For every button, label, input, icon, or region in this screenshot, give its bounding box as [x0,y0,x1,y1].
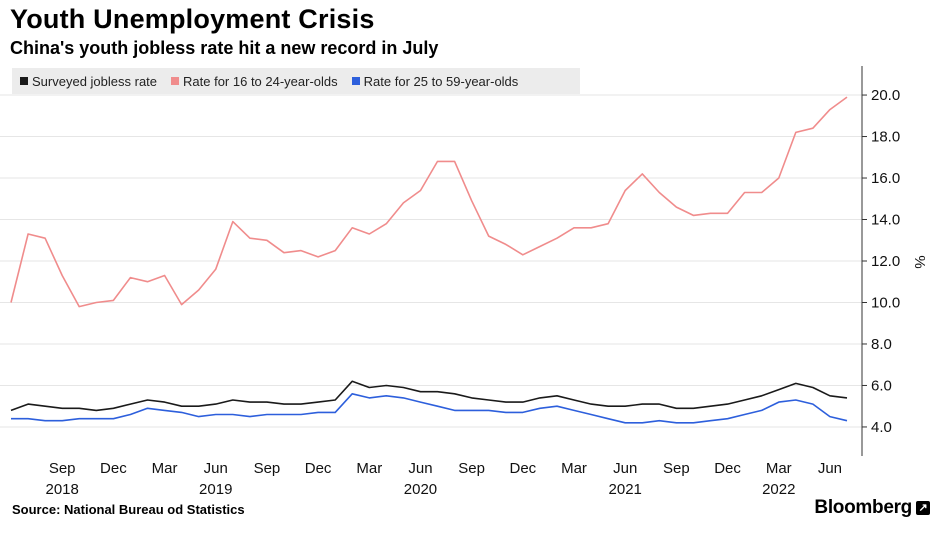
y-tick-label: 8.0 [871,336,892,353]
x-tick-label: Dec [714,460,741,477]
series-line-2 [11,393,848,424]
y-tick-label: 18.0 [871,129,900,146]
x-year-label: 2021 [609,481,642,498]
series-line-1 [10,96,848,308]
x-tick-label: Sep [663,460,690,477]
legend-label-25-59: Rate for 25 to 59-year-olds [363,73,519,89]
x-tick-label: Dec [100,460,127,477]
legend-label-surveyed: Surveyed jobless rate [32,73,158,89]
legend-label-16-24: Rate for 16 to 24-year-olds [183,73,338,89]
series-line-0 [10,380,848,412]
y-tick-label: 10.0 [871,294,900,311]
legend-swatch-surveyed [20,77,28,85]
x-tick-label: Jun [204,460,228,477]
y-tick-label: 14.0 [871,212,900,229]
brand-logo: Bloomberg ↗ [814,497,930,519]
chart-legend: Surveyed jobless rate Rate for 16 to 24-… [12,68,580,94]
chart-subtitle: China's youth jobless rate hit a new rec… [10,38,439,58]
x-year-label: 2019 [199,481,232,498]
y-tick-label: 6.0 [871,377,892,394]
source-note: Source: National Bureau od Statistics [12,502,245,517]
bloomberg-terminal-icon: ↗ [916,501,930,515]
x-year-label: 2018 [45,481,78,498]
y-tick-label: 4.0 [871,419,892,436]
x-tick-label: Dec [305,460,332,477]
x-year-label: 2020 [404,481,437,498]
x-tick-label: Sep [458,460,485,477]
x-tick-label: Jun [408,460,432,477]
chart-title: Youth Unemployment Crisis [10,4,375,34]
x-tick-label: Dec [509,460,536,477]
legend-item-16-24: Rate for 16 to 24-year-olds [171,74,338,89]
x-tick-label: Mar [356,460,382,477]
x-tick-label: Mar [152,460,178,477]
x-tick-label: Mar [766,460,792,477]
x-tick-label: Jun [613,460,637,477]
legend-item-surveyed: Surveyed jobless rate [20,74,157,89]
legend-swatch-16-24 [171,77,180,85]
brand-name: Bloomberg [814,497,912,518]
x-tick-label: Mar [561,460,587,477]
y-tick-label: 16.0 [871,170,900,187]
y-tick-label: 12.0 [871,253,900,270]
x-tick-label: Jun [818,460,842,477]
y-axis-label: % [911,255,928,268]
legend-item-25-59: Rate for 25 to 59-year-olds [351,73,519,89]
x-tick-label: Sep [49,460,76,477]
y-tick-label: 20.0 [871,87,900,104]
x-tick-label: Sep [254,460,281,477]
x-year-label: 2022 [762,481,795,498]
legend-swatch-25-59 [351,77,360,85]
